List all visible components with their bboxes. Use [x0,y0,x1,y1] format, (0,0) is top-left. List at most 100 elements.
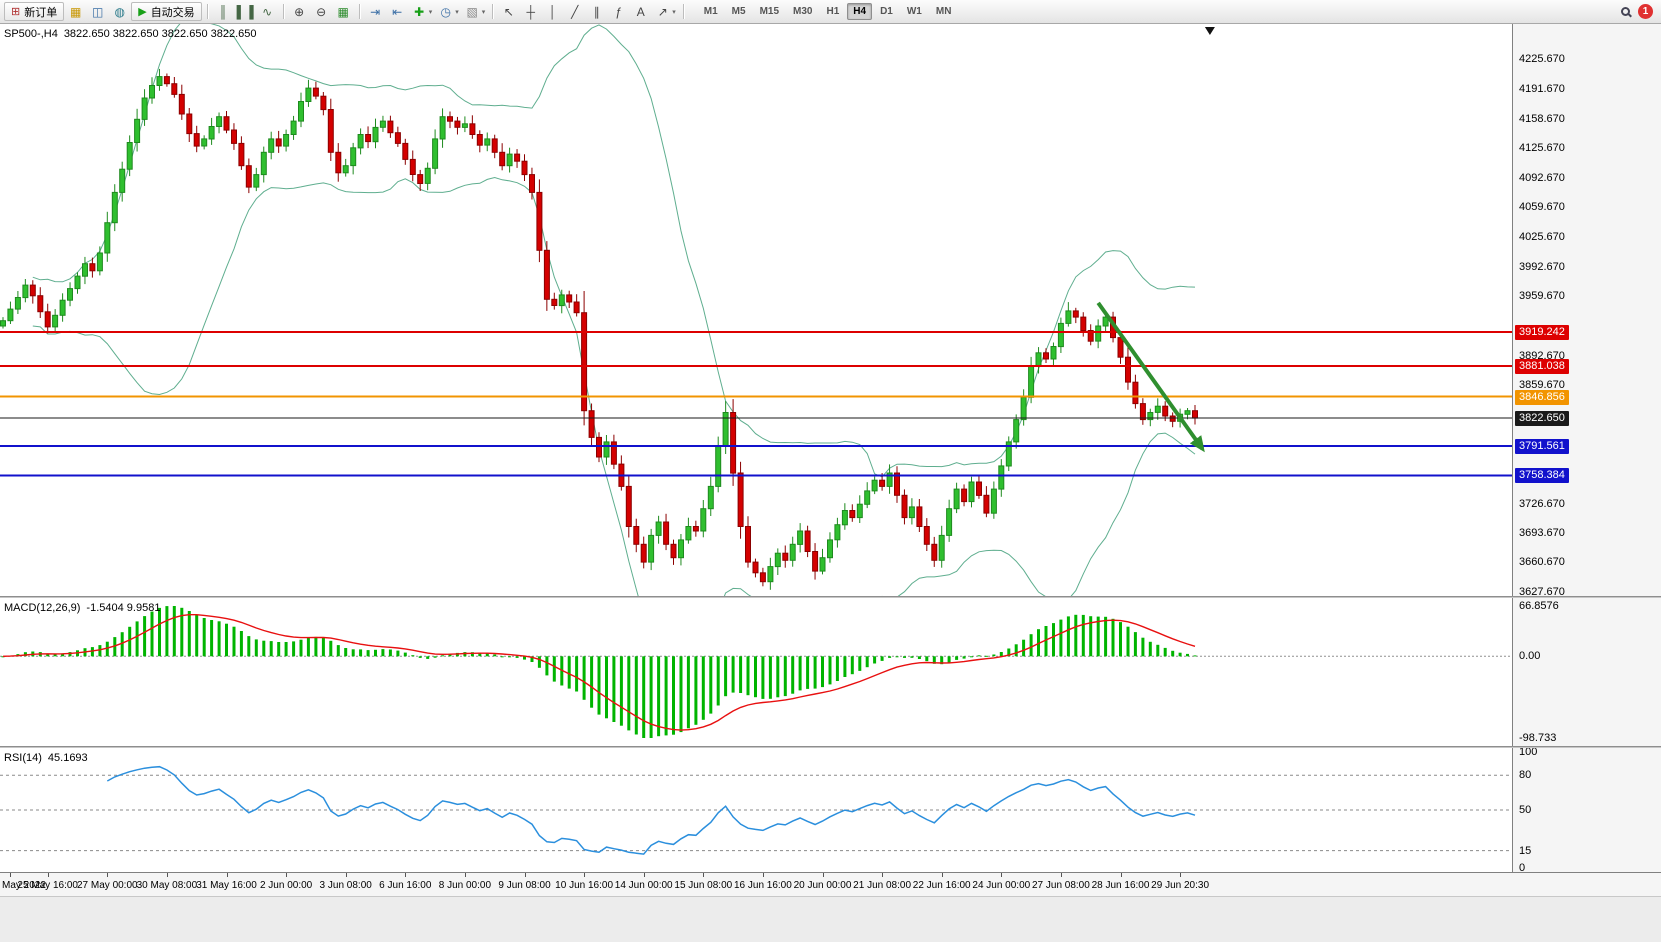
candle [864,490,871,505]
autotrading-button[interactable]: ▶ 自动交易 [131,2,202,21]
macd-histogram-bar [590,656,594,708]
macd-histogram-bar [478,653,482,657]
candle [469,123,476,136]
profiles-icon[interactable]: ◫ [92,4,104,19]
macd-histogram-bar [999,652,1003,657]
macd-histogram-bar [880,656,884,661]
candle [134,118,141,144]
macd-histogram-bar [403,652,407,657]
rsi-chart-surface[interactable] [0,748,1512,872]
macd-histogram-bar [269,641,273,657]
market-watch-icon[interactable]: ◍ [114,4,125,19]
candle [201,138,208,147]
macd-histogram-bar [292,641,296,657]
time-tick [703,873,705,877]
add-indicator-icon-caret[interactable]: ▾ [428,8,433,16]
zoom-out-icon[interactable]: ⊖ [316,4,327,19]
timeframe-h4[interactable]: H4 [847,3,873,20]
rsi-axis-label: 50 [1519,804,1532,816]
macd-histogram-bar [1029,634,1033,657]
timeframe-m15[interactable]: M15 [759,6,780,17]
time-axis[interactable]: May 2022 25 May 16:00 27 May 00:00 30 May 0… [0,872,1661,896]
macd-histogram-bar [172,606,176,657]
rsi-axis-label: 80 [1519,769,1532,782]
text-tool-icon[interactable]: A [636,4,645,19]
template-icon[interactable]: ▧ [466,4,478,19]
bar-chart-icon[interactable]: ║ [218,4,228,19]
candle [59,299,66,316]
macd-histogram-bar [1156,644,1160,657]
line-chart-icon[interactable]: ∿ [262,4,273,19]
zoom-in-icon[interactable]: ⊕ [294,4,305,19]
macd-histogram-bar [150,611,154,657]
candle [208,126,215,140]
candle [327,109,334,153]
candle [700,508,707,532]
timeframe-m30[interactable]: M30 [793,6,813,17]
candle [1139,403,1146,421]
macd-histogram-bar [582,656,586,700]
candle [923,526,930,545]
vertical-line-tool-icon[interactable]: │ [548,4,557,19]
arrows-tool-icon-caret[interactable]: ▾ [672,8,676,16]
tile-windows-icon[interactable]: ▦ [337,4,349,19]
timeframe-m5[interactable]: M5 [731,6,746,17]
candlestick-chart-icon[interactable]: ▌▐ [236,4,254,19]
price-axis[interactable]: 4225.670 4191.670 4158.670 4125.670 4092.670… [1512,24,1661,874]
candle [566,294,573,303]
candle [216,116,223,127]
candle [1028,365,1035,398]
periods-icon-caret[interactable]: ▾ [455,8,459,16]
macd-histogram-bar [366,650,370,657]
search-icon[interactable] [1621,7,1630,16]
macd-histogram-bar [612,656,616,722]
new-chart-icon[interactable]: ▦ [70,4,82,19]
new-order-button[interactable]: ⊞ 新订单 [4,2,65,21]
auto-scroll-icon[interactable]: ⇥ [370,4,381,19]
panel-splitter-macd[interactable] [0,596,1661,598]
timeframe-mn[interactable]: MN [935,6,952,17]
bottom-strip [0,896,1661,942]
time-axis-label: 9 Jun 08:00 [498,880,551,891]
timeframe-w1[interactable]: W1 [906,6,922,17]
macd-histogram-bar [1133,632,1137,657]
chart-shift-icon[interactable]: ⇤ [392,4,403,19]
trend-arrow-annotation[interactable] [1096,301,1205,453]
price-chart-surface[interactable] [0,24,1512,596]
cursor-tool-icon[interactable]: ↖ [503,4,514,19]
rsi-panel: RSI(14) 45.1693 [0,748,1512,872]
price-axis-label: 4158.670 [1519,112,1565,125]
fibonacci-tool-icon[interactable]: ƒ [615,4,623,19]
crosshair-tool-icon[interactable]: ┼ [526,4,535,19]
template-icon-caret[interactable]: ▾ [481,8,486,16]
macd-histogram-bar [128,626,132,657]
macd-histogram-bar [239,631,243,657]
time-axis-label: 15 Jun 08:00 [674,880,733,891]
macd-chart-surface[interactable] [0,598,1512,746]
notification-badge[interactable]: 1 [1638,4,1653,19]
timeframe-h1[interactable]: H1 [826,6,840,17]
add-indicator-icon[interactable]: ✚ [414,4,425,19]
arrows-tool-icon[interactable]: ↗ [657,4,668,19]
candle [141,97,148,120]
candle [812,551,819,572]
macd-histogram-bar [344,648,348,657]
timeframe-d1[interactable]: D1 [880,6,893,17]
macd-histogram-bar [917,656,921,659]
channel-tool-icon[interactable]: ∥ [593,4,600,19]
trendline-tool-icon[interactable]: ╱ [571,4,579,19]
candle [268,138,275,153]
timeframe-m1[interactable]: M1 [703,6,718,17]
periods-icon[interactable]: ◷ [440,4,451,19]
autotrading-button-icon: ▶ [138,6,147,18]
macd-histogram-bar [709,656,713,714]
candle [610,441,617,465]
chart-shift-marker[interactable] [1204,27,1215,35]
panel-splitter-rsi[interactable] [0,746,1661,748]
candle [1184,410,1191,415]
main-chart-panel: SP500-,H4 3822.650 3822.650 3822.650 3822… [0,24,1512,596]
macd-histogram-bar [262,640,266,657]
macd-histogram-bar [202,618,206,657]
macd-histogram-bar [627,656,631,731]
new-order-button-label: 新订单 [24,6,58,19]
